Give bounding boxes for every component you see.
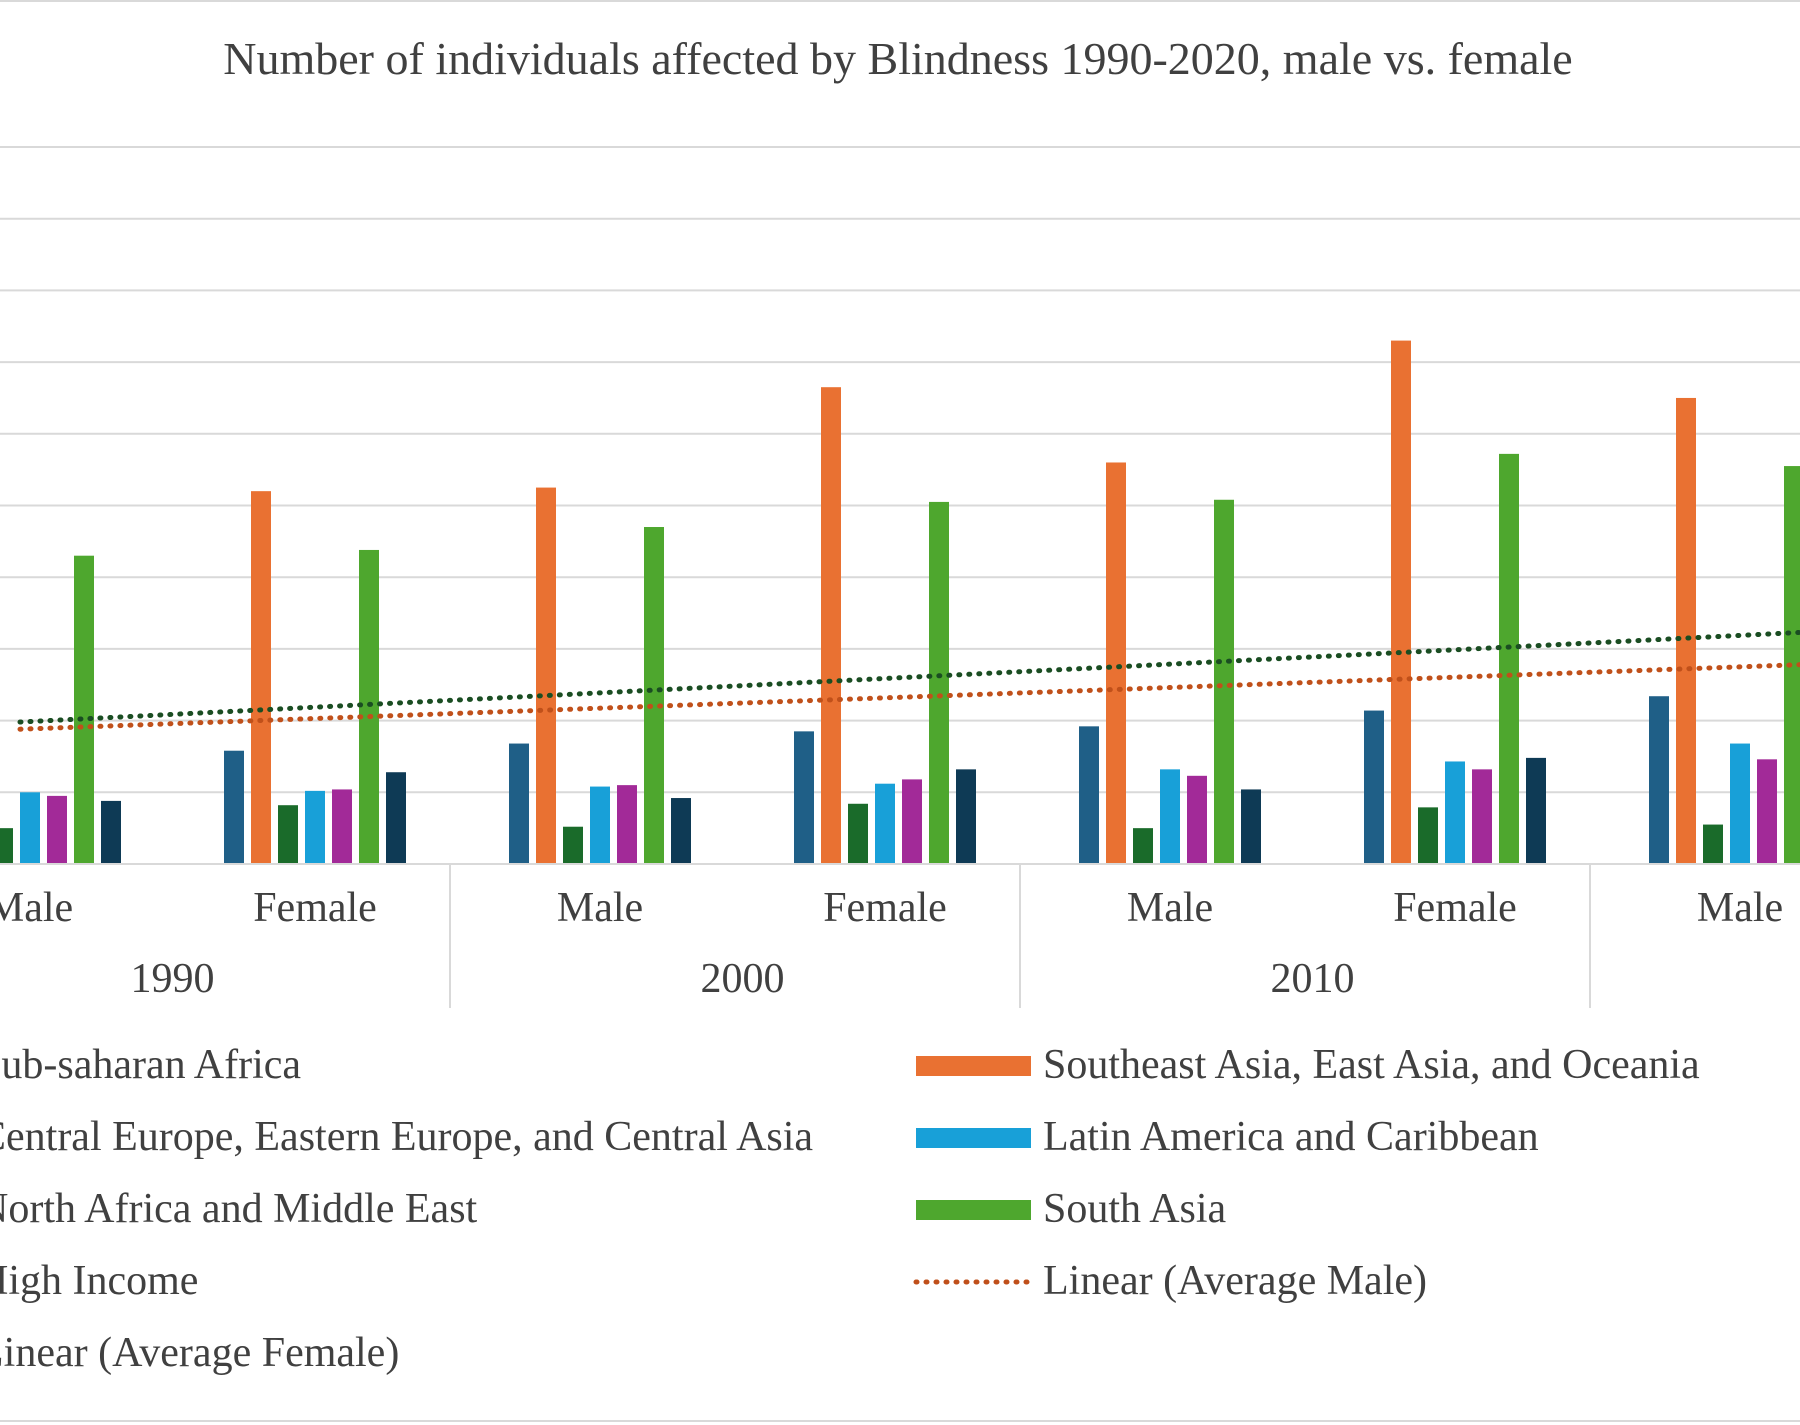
bar bbox=[1499, 453, 1519, 864]
bar bbox=[0, 828, 13, 864]
bar bbox=[821, 387, 841, 864]
bar bbox=[332, 789, 352, 864]
bar bbox=[386, 772, 406, 864]
bar bbox=[1418, 807, 1438, 864]
legend-label: South Asia bbox=[1043, 1186, 1227, 1232]
bar bbox=[359, 549, 379, 864]
trendline bbox=[17, 662, 1800, 732]
bar bbox=[1160, 769, 1180, 864]
x-tick-label: Male bbox=[557, 885, 643, 931]
bar bbox=[20, 792, 40, 864]
bar bbox=[1241, 789, 1261, 864]
bar bbox=[305, 790, 325, 864]
legend-swatch bbox=[916, 1128, 1031, 1148]
bar bbox=[1214, 499, 1234, 864]
bar bbox=[74, 555, 94, 864]
bar bbox=[1703, 824, 1723, 864]
bar bbox=[956, 769, 976, 864]
bar bbox=[224, 750, 244, 864]
bar bbox=[902, 779, 922, 864]
x-group-label: 2000 bbox=[701, 956, 785, 1002]
bar bbox=[1079, 726, 1099, 864]
legend: Sub-saharan Africa Central Europe, Easter… bbox=[0, 1042, 1700, 1376]
bar bbox=[1472, 769, 1492, 864]
bar bbox=[1676, 397, 1696, 864]
legend-label: North Africa and Middle East bbox=[0, 1186, 478, 1232]
bar bbox=[1106, 462, 1126, 864]
bar bbox=[644, 527, 664, 864]
x-tick-label: Male bbox=[1697, 885, 1783, 931]
bar bbox=[47, 795, 67, 864]
bar bbox=[1730, 743, 1750, 864]
bar bbox=[1526, 757, 1546, 864]
bar bbox=[1133, 828, 1153, 864]
bar bbox=[794, 731, 814, 864]
legend-label: High Income bbox=[0, 1258, 198, 1304]
bar bbox=[1187, 775, 1207, 864]
x-tick-label: Male bbox=[0, 885, 73, 931]
bar bbox=[101, 800, 121, 864]
bars bbox=[0, 340, 1800, 865]
legend-label: Sub-saharan Africa bbox=[0, 1042, 301, 1088]
x-group-label: 2010 bbox=[1271, 956, 1355, 1002]
bar bbox=[1364, 710, 1384, 864]
x-group-label: 1990 bbox=[131, 956, 215, 1002]
bar bbox=[563, 826, 583, 864]
bar bbox=[1649, 696, 1669, 864]
bar bbox=[509, 743, 529, 864]
legend-label: Linear (Average Female) bbox=[0, 1330, 399, 1376]
x-tick-label: Female bbox=[823, 885, 947, 931]
legend-label: Latin America and Caribbean bbox=[1043, 1114, 1539, 1160]
bar bbox=[848, 803, 868, 864]
bar bbox=[278, 805, 298, 864]
bar bbox=[617, 785, 637, 864]
legend-label: Linear (Average Male) bbox=[1043, 1258, 1427, 1304]
legend-label: Southeast Asia, East Asia, and Oceania bbox=[1043, 1042, 1700, 1088]
x-tick-label: Female bbox=[1393, 885, 1517, 931]
bar bbox=[1757, 759, 1777, 864]
legend-label: Central Europe, Eastern Europe, and Cent… bbox=[0, 1114, 813, 1160]
legend-swatch bbox=[916, 1200, 1031, 1220]
bar bbox=[590, 786, 610, 864]
x-tick-label: Female bbox=[253, 885, 377, 931]
bar bbox=[875, 783, 895, 864]
trendlines bbox=[17, 629, 1800, 732]
chart-title: Number of individuals affected by Blindn… bbox=[223, 33, 1572, 84]
bar bbox=[929, 501, 949, 864]
bar bbox=[251, 491, 271, 864]
trendline bbox=[17, 629, 1800, 725]
bar bbox=[536, 487, 556, 864]
legend-swatch bbox=[916, 1056, 1031, 1076]
bar bbox=[1445, 761, 1465, 864]
x-axis: Male Female 1990 Male Female 2000 Male Female 20… bbox=[0, 863, 1800, 1008]
bar bbox=[1391, 340, 1411, 865]
bar bbox=[671, 798, 691, 864]
x-tick-label: Male bbox=[1127, 885, 1213, 931]
